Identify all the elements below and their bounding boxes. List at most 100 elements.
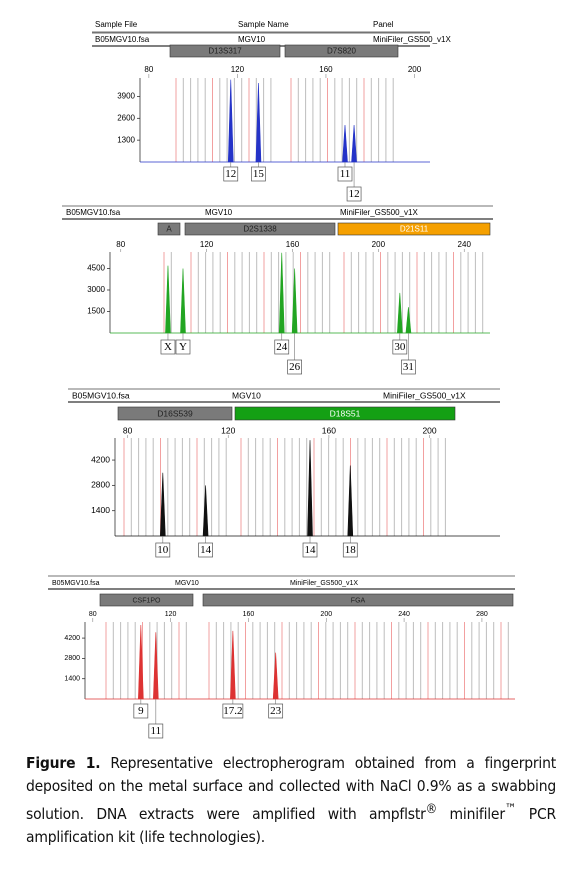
- sample-panel: MiniFiler_GS500_v1X: [373, 35, 451, 44]
- locus-label: FGA: [351, 597, 366, 604]
- x-tick-label: 80: [144, 65, 153, 74]
- locus-bar: [99, 593, 194, 607]
- x-tick-label: 160: [319, 65, 333, 74]
- column-header: Sample File: [95, 20, 138, 29]
- sample-panel: MiniFiler_GS500_v1X: [340, 208, 418, 217]
- locus-label: CSF1PO: [132, 597, 161, 604]
- caption: Figure 1. Representative electropherogra…: [26, 752, 556, 849]
- sample-sample: MGV10: [205, 208, 233, 217]
- allele-box: [148, 723, 164, 739]
- peak: [342, 125, 348, 163]
- caption-mark: ™: [504, 802, 517, 817]
- allele-label: 24: [276, 341, 288, 353]
- locus-label: A: [166, 225, 172, 234]
- y-tick-label: 4500: [87, 264, 105, 273]
- caption-text: Representative electropherogram obtained…: [26, 754, 557, 824]
- allele-box: [160, 339, 176, 355]
- locus-bar: [284, 44, 399, 58]
- y-tick-label: 4200: [64, 635, 80, 642]
- caption-label: Figure 1.: [26, 754, 101, 772]
- locus-bar: [202, 593, 514, 607]
- locus-label: D16S539: [157, 408, 193, 418]
- sample-sample: MGV10: [232, 390, 261, 400]
- allele-box: [198, 542, 213, 558]
- peak: [159, 472, 166, 537]
- allele-label: Y: [179, 341, 187, 353]
- y-tick-label: 2800: [64, 655, 80, 662]
- x-tick-label: 200: [408, 65, 422, 74]
- allele-box: [287, 359, 302, 375]
- peak: [307, 440, 313, 537]
- allele-label: 23: [270, 705, 282, 717]
- sample-sample: MGV10: [238, 35, 266, 44]
- locus-bar: [234, 406, 456, 421]
- allele-label: 14: [305, 544, 317, 556]
- allele-box: [302, 542, 318, 558]
- x-tick-label: 120: [200, 240, 214, 249]
- peak: [278, 252, 285, 334]
- peak: [347, 465, 354, 537]
- allele-box: [133, 703, 149, 719]
- allele-box: [274, 339, 290, 355]
- x-tick-label: 200: [372, 240, 386, 249]
- figure: Sample File Sample Name Panel B05MGV10.fsa M…: [48, 20, 515, 739]
- allele-label: 31: [403, 361, 414, 373]
- allele-box: [175, 339, 191, 355]
- x-tick-label: 120: [221, 425, 235, 435]
- allele-box: [251, 166, 266, 182]
- allele-box: [222, 703, 244, 719]
- allele-label: 30: [394, 341, 406, 353]
- locus-label: D18S51: [330, 408, 361, 418]
- allele-label: 10: [157, 544, 169, 556]
- sample-file: B05MGV10.fsa: [66, 208, 121, 217]
- x-tick-label: 280: [476, 611, 488, 618]
- allele-box: [401, 359, 416, 375]
- caption-mark: ®: [425, 802, 438, 817]
- locus-bar: [184, 222, 336, 236]
- y-tick-label: 2600: [117, 113, 135, 122]
- x-tick-label: 80: [89, 611, 97, 618]
- sample-file: B05MGV10.fsa: [52, 580, 100, 587]
- locus-label: D13S317: [208, 47, 242, 56]
- peak: [227, 79, 234, 163]
- allele-label: 11: [340, 168, 351, 180]
- y-tick-label: 3000: [87, 285, 105, 294]
- peak: [397, 292, 403, 334]
- x-tick-label: 120: [231, 65, 245, 74]
- column-header: Panel: [373, 20, 394, 29]
- y-tick-label: 3900: [117, 92, 135, 101]
- locus-bar: [169, 44, 281, 58]
- x-tick-label: 160: [286, 240, 300, 249]
- sample-file: B05MGV10.fsa: [95, 35, 150, 44]
- locus-bar: [337, 222, 491, 236]
- x-tick-label: 240: [398, 611, 410, 618]
- sample-file: B05MGV10.fsa: [72, 390, 130, 400]
- y-tick-label: 2800: [91, 480, 110, 490]
- peak: [272, 652, 279, 700]
- allele-box: [337, 166, 353, 182]
- locus-label: D7S820: [327, 47, 356, 56]
- x-tick-label: 200: [320, 611, 332, 618]
- x-tick-label: 80: [116, 240, 125, 249]
- peak: [165, 265, 171, 334]
- allele-label: 12: [349, 188, 360, 200]
- allele-label: 15: [253, 168, 265, 180]
- caption-text: minifiler: [437, 805, 506, 824]
- sample-panel: MiniFiler_GS500_v1X: [290, 580, 358, 587]
- allele-label: 14: [200, 544, 212, 556]
- x-tick-label: 160: [243, 611, 255, 618]
- locus-bar: [157, 222, 181, 236]
- x-tick-label: 200: [422, 425, 436, 435]
- x-tick-label: 80: [123, 425, 133, 435]
- allele-label: 17.2: [223, 705, 242, 717]
- y-tick-label: 1400: [64, 676, 80, 683]
- allele-box: [342, 542, 358, 558]
- column-header: Sample Name: [238, 20, 289, 29]
- allele-label: X: [164, 341, 172, 353]
- sample-panel: MiniFiler_GS500_v1X: [383, 390, 466, 400]
- allele-box: [346, 186, 362, 202]
- x-tick-label: 240: [458, 240, 472, 249]
- allele-box: [223, 166, 239, 182]
- allele-label: 18: [345, 544, 357, 556]
